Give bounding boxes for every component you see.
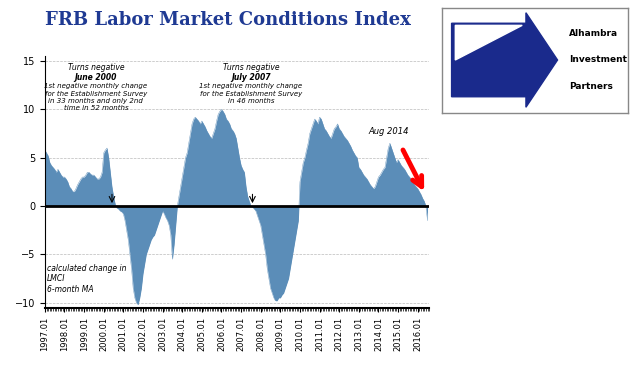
Text: 1st negative monthly change
for the Establishment Survey
in 33 months and only 2: 1st negative monthly change for the Esta…	[44, 83, 147, 111]
Polygon shape	[451, 13, 558, 107]
Text: Turns negative: Turns negative	[222, 63, 279, 72]
Text: Partners: Partners	[569, 82, 613, 91]
Text: FRB Labor Market Conditions Index: FRB Labor Market Conditions Index	[45, 11, 411, 29]
Text: calculated change in
LMCI
6-month MA: calculated change in LMCI 6-month MA	[47, 264, 126, 294]
Polygon shape	[455, 26, 522, 60]
Text: Aug 2014: Aug 2014	[368, 128, 408, 136]
Text: June 2000: June 2000	[75, 73, 117, 82]
FancyArrowPatch shape	[403, 150, 422, 187]
Text: Investment: Investment	[569, 56, 627, 64]
Text: 1st negative monthly change
for the Establishment Survey
in 46 months: 1st negative monthly change for the Esta…	[199, 83, 303, 104]
Text: Alhambra: Alhambra	[569, 29, 618, 38]
Text: July 2007: July 2007	[231, 73, 271, 82]
Text: Turns negative: Turns negative	[67, 63, 124, 72]
